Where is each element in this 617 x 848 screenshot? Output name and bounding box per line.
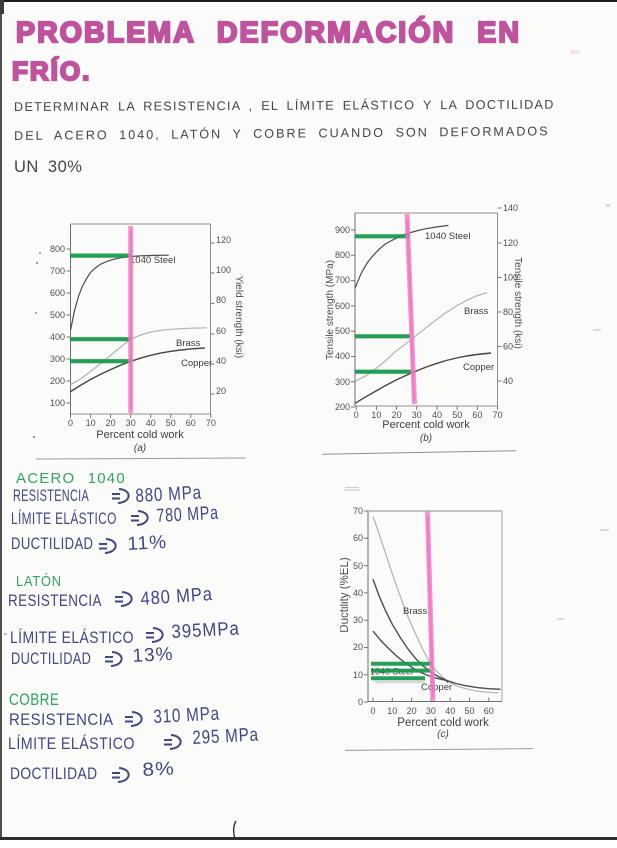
svg-text:70: 70: [353, 506, 363, 516]
svg-text:200: 200: [335, 402, 350, 412]
svg-text:60: 60: [186, 418, 196, 428]
svg-text:Brass: Brass: [176, 338, 201, 349]
svg-text:40: 40: [503, 376, 513, 386]
svg-text:10: 10: [371, 410, 381, 420]
svg-text:20: 20: [407, 706, 417, 716]
svg-text:50: 50: [166, 418, 176, 428]
svg-text:500: 500: [335, 326, 350, 336]
svg-text:400: 400: [335, 351, 350, 361]
svg-text:600: 600: [50, 288, 65, 298]
svg-text:Yield strength (ksi): Yield strength (ksi): [233, 276, 244, 358]
svg-text:0: 0: [370, 706, 375, 716]
svg-text:Percent cold work: Percent cold work: [96, 429, 184, 441]
svg-text:Tensile strength (MPa): Tensile strength (MPa): [325, 260, 336, 360]
svg-text:(a): (a): [134, 443, 146, 454]
svg-text:0: 0: [358, 697, 363, 707]
svg-text:60: 60: [472, 410, 482, 420]
svg-text:40: 40: [432, 410, 442, 420]
svg-text:60: 60: [216, 326, 226, 336]
svg-text:30: 30: [412, 410, 422, 420]
svg-text:60: 60: [484, 706, 494, 716]
svg-text:900: 900: [335, 225, 350, 235]
svg-text:200: 200: [50, 376, 65, 386]
svg-text:Tensile strength (ksi): Tensile strength (ksi): [512, 257, 523, 349]
svg-text:600: 600: [335, 301, 350, 311]
svg-text:0: 0: [354, 410, 359, 420]
svg-text:700: 700: [335, 275, 350, 285]
svg-text:120: 120: [216, 235, 231, 245]
svg-text:Copper: Copper: [421, 682, 452, 693]
svg-text:10: 10: [353, 670, 363, 680]
svg-text:40: 40: [353, 588, 363, 598]
svg-text:50: 50: [452, 410, 462, 420]
svg-text:120: 120: [503, 238, 518, 248]
svg-text:Copper: Copper: [463, 362, 494, 373]
svg-text:20: 20: [106, 418, 116, 428]
svg-text:400: 400: [50, 332, 65, 342]
svg-text:30: 30: [353, 615, 363, 625]
svg-text:40: 40: [146, 418, 156, 428]
svg-text:140: 140: [503, 203, 518, 213]
svg-text:Copper: Copper: [181, 358, 212, 369]
svg-text:80: 80: [216, 295, 226, 305]
svg-text:300: 300: [50, 354, 65, 364]
svg-text:20: 20: [392, 410, 402, 420]
svg-text:10: 10: [387, 706, 397, 716]
svg-text:40: 40: [445, 706, 455, 716]
svg-text:800: 800: [335, 250, 350, 260]
svg-text:70: 70: [493, 410, 503, 420]
svg-text:0: 0: [68, 418, 73, 428]
svg-text:800: 800: [50, 244, 65, 254]
svg-text:Ductility (%EL): Ductility (%EL): [340, 557, 351, 633]
svg-text:70: 70: [206, 418, 216, 428]
svg-text:20: 20: [353, 642, 363, 652]
svg-text:Brass: Brass: [464, 306, 489, 317]
svg-text:Percent cold work: Percent cold work: [397, 717, 489, 729]
svg-text:(b): (b): [420, 433, 432, 444]
svg-text:Percent cold work: Percent cold work: [382, 419, 470, 431]
svg-text:(c): (c): [437, 729, 449, 740]
svg-text:700: 700: [50, 266, 65, 276]
svg-text:100: 100: [503, 273, 518, 283]
svg-text:Brass: Brass: [403, 606, 428, 617]
svg-text:80: 80: [503, 307, 513, 317]
svg-text:20: 20: [216, 386, 226, 396]
svg-text:30: 30: [126, 418, 136, 428]
svg-text:500: 500: [50, 310, 65, 320]
svg-text:60: 60: [503, 342, 513, 352]
svg-text:30: 30: [426, 706, 436, 716]
svg-text:100: 100: [216, 265, 231, 275]
svg-text:300: 300: [335, 377, 350, 387]
svg-text:50: 50: [353, 561, 363, 571]
svg-text:100: 100: [50, 398, 65, 408]
svg-text:10: 10: [86, 418, 96, 428]
svg-text:60: 60: [353, 533, 363, 543]
svg-text:1040 Steel: 1040 Steel: [425, 231, 470, 242]
svg-text:40: 40: [216, 356, 226, 366]
svg-text:50: 50: [464, 706, 474, 716]
svg-text:1040 Steel: 1040 Steel: [130, 255, 175, 266]
